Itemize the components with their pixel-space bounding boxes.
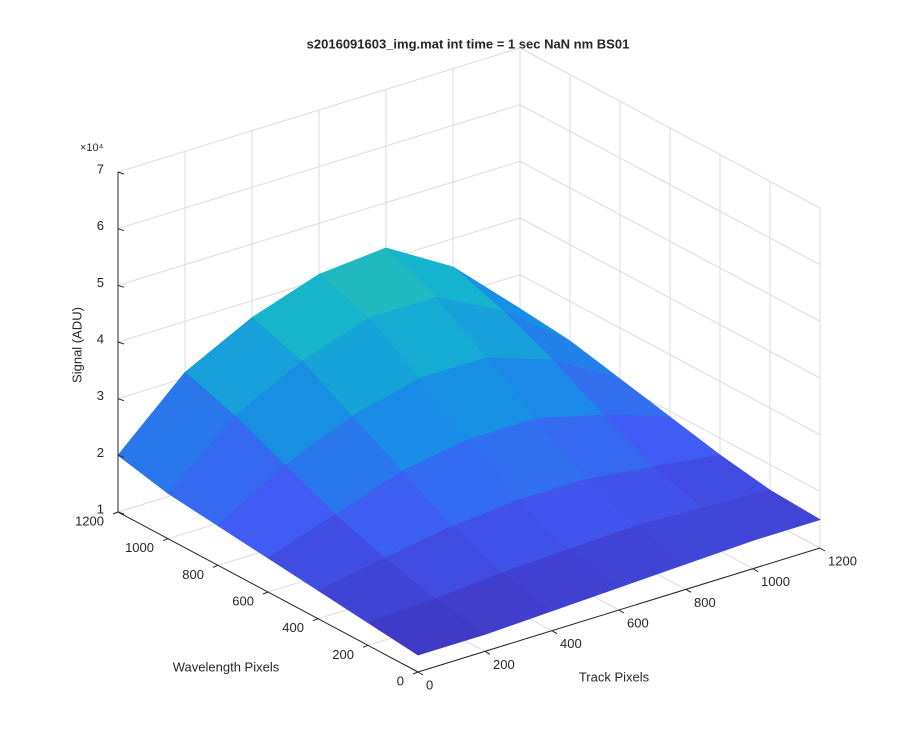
z-tick	[117, 171, 125, 175]
x-tick	[618, 609, 625, 614]
z-tick	[117, 454, 125, 458]
y-tick-label: 800	[182, 567, 204, 582]
y-tick-label: 1200	[75, 513, 104, 528]
z-tick	[117, 284, 125, 288]
grid-line	[117, 47, 521, 173]
grid-line	[117, 104, 521, 230]
x-tick	[685, 588, 692, 593]
y-tick-label: 600	[232, 593, 254, 608]
y-tick-label: 0	[397, 673, 404, 688]
x-tick-label: 800	[694, 595, 716, 610]
surface-patch	[367, 598, 486, 656]
x-tick-label: 600	[627, 615, 649, 630]
z-tick-label: 5	[97, 275, 104, 290]
grid-line	[519, 47, 821, 209]
x-axis-label: Track Pixels	[579, 669, 650, 684]
grid-line	[519, 217, 821, 379]
y-tick	[262, 591, 269, 595]
z-axis-label: Signal (ADU)	[69, 307, 84, 383]
x-tick	[484, 650, 491, 655]
y-tick-label: 400	[282, 620, 304, 635]
z-exponent: ×10⁴	[80, 142, 104, 154]
y-tick-label: 1000	[125, 540, 154, 555]
z-tick-label: 2	[97, 445, 104, 460]
x-tick-label: 1000	[761, 574, 790, 589]
x-tick-label: 1200	[828, 553, 857, 568]
grid-line	[519, 104, 821, 266]
grid-line	[117, 160, 521, 286]
grid-line	[519, 160, 821, 322]
x-tick-label: 200	[493, 657, 515, 672]
y-tick	[412, 671, 419, 675]
y-tick-label: 200	[332, 647, 354, 662]
z-tick	[117, 341, 125, 345]
chart-title: s2016091603_img.mat int time = 1 sec NaN…	[307, 36, 630, 51]
y-tick	[162, 538, 169, 542]
x-tick	[819, 547, 826, 552]
y-tick	[112, 511, 119, 515]
y-tick	[312, 618, 319, 622]
x-tick	[551, 630, 558, 635]
x-tick-label: 400	[560, 636, 582, 651]
x-tick-label: 0	[426, 677, 433, 692]
y-tick	[362, 644, 369, 648]
z-tick	[117, 511, 125, 515]
z-tick-label: 3	[97, 388, 104, 403]
z-tick	[117, 228, 125, 232]
x-tick	[417, 671, 424, 676]
z-tick-label: 7	[97, 161, 104, 176]
z-tick-label: 4	[97, 331, 104, 346]
x-tick	[752, 568, 759, 573]
y-tick	[212, 564, 219, 568]
z-tick	[117, 398, 125, 402]
y-axis-label: Wavelength Pixels	[173, 659, 280, 674]
z-tick-label: 1	[97, 501, 104, 516]
z-tick-label: 6	[97, 218, 104, 233]
grid-line	[519, 274, 821, 436]
